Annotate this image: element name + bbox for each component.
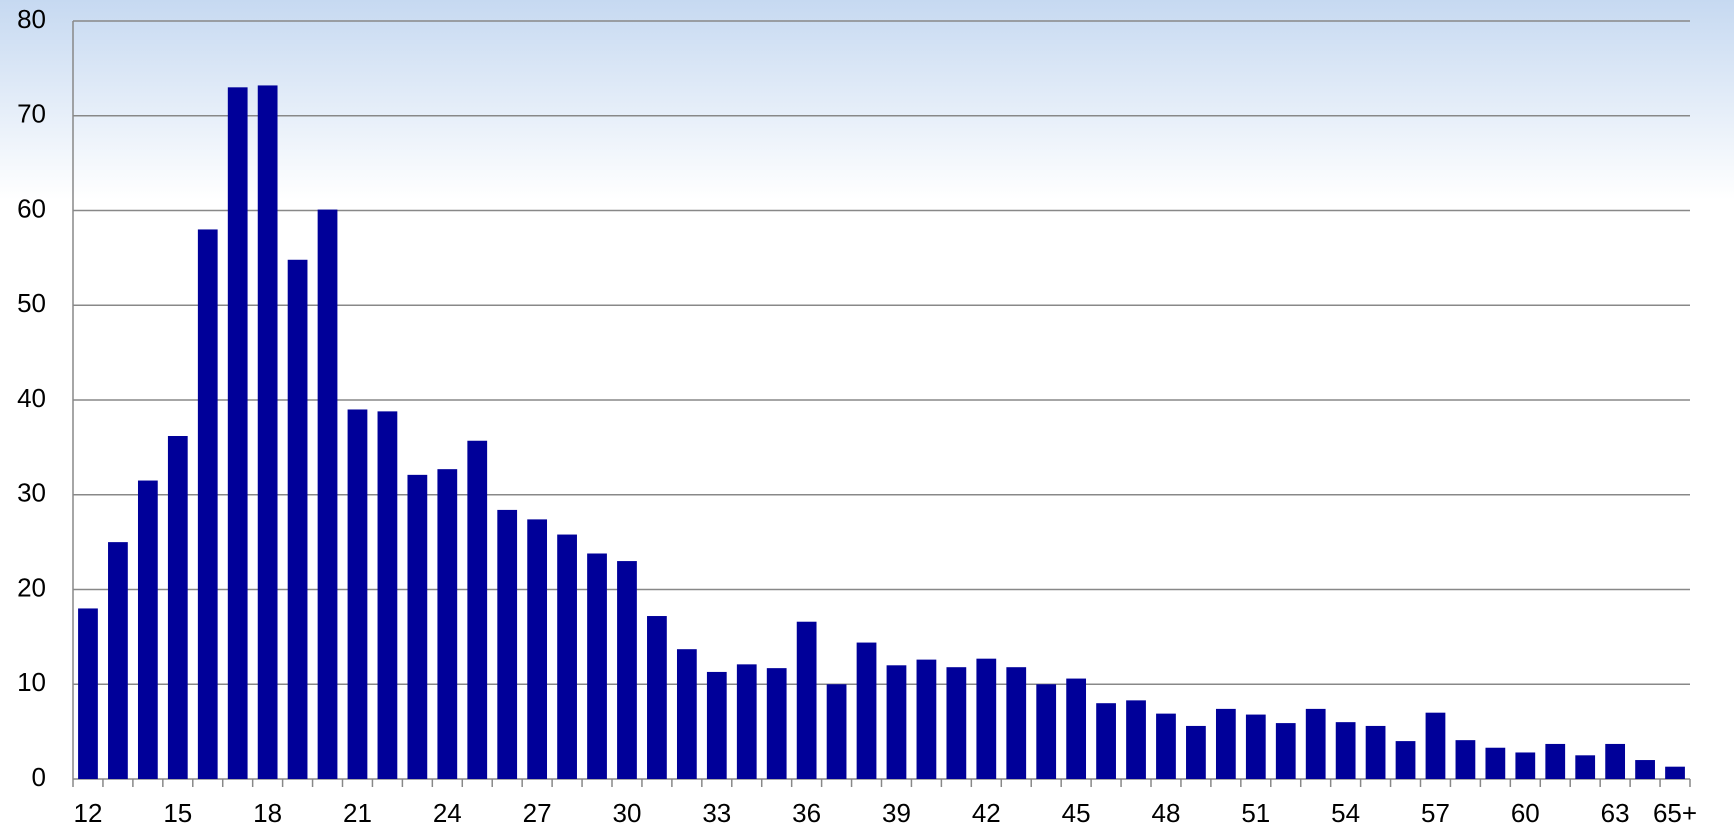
x-tick-label: 45 bbox=[1062, 798, 1091, 828]
bar bbox=[796, 621, 817, 779]
x-tick-label: 12 bbox=[74, 798, 103, 828]
x-tick-label: 65+ bbox=[1653, 798, 1697, 828]
bar bbox=[1545, 743, 1566, 779]
bar bbox=[1485, 747, 1506, 779]
y-tick-label: 80 bbox=[17, 4, 46, 34]
bar bbox=[826, 684, 847, 779]
bar bbox=[557, 534, 577, 779]
bar bbox=[766, 668, 787, 779]
bar bbox=[1575, 755, 1596, 779]
bar bbox=[287, 259, 308, 779]
bar bbox=[467, 440, 488, 779]
bar bbox=[1215, 708, 1236, 779]
bar bbox=[1156, 713, 1176, 779]
bar bbox=[1665, 766, 1685, 779]
y-tick-label: 70 bbox=[17, 99, 46, 129]
bar bbox=[1335, 722, 1356, 779]
x-tick-label: 48 bbox=[1152, 798, 1181, 828]
x-tick-label: 60 bbox=[1511, 798, 1540, 828]
bar bbox=[736, 664, 757, 779]
bar bbox=[1186, 725, 1206, 779]
bar bbox=[1455, 740, 1476, 779]
bar bbox=[227, 87, 248, 779]
x-tick-label: 15 bbox=[163, 798, 192, 828]
bar bbox=[1515, 752, 1536, 779]
x-tick-label: 42 bbox=[972, 798, 1001, 828]
bar bbox=[527, 519, 548, 779]
bar bbox=[1275, 723, 1296, 779]
bar bbox=[78, 608, 98, 779]
bar bbox=[676, 649, 697, 779]
y-tick-label: 30 bbox=[17, 478, 46, 508]
x-tick-label: 24 bbox=[433, 798, 462, 828]
bar bbox=[497, 509, 518, 779]
y-tick-label: 40 bbox=[17, 383, 46, 413]
bar bbox=[137, 480, 158, 779]
bar bbox=[1395, 741, 1416, 779]
bar bbox=[1245, 714, 1266, 779]
bar bbox=[1096, 703, 1116, 779]
bar bbox=[407, 474, 428, 779]
bar bbox=[587, 553, 607, 779]
bar bbox=[317, 209, 338, 780]
x-tick-label: 39 bbox=[882, 798, 911, 828]
bar bbox=[347, 409, 368, 779]
y-tick-label: 50 bbox=[17, 288, 46, 318]
x-tick-label: 51 bbox=[1241, 798, 1270, 828]
bar bbox=[1635, 760, 1655, 779]
bar bbox=[108, 542, 128, 779]
y-tick-label: 60 bbox=[17, 193, 46, 223]
bar bbox=[1126, 700, 1146, 779]
bar bbox=[1066, 678, 1087, 779]
x-tick-label: 30 bbox=[613, 798, 642, 828]
y-tick-label: 0 bbox=[32, 762, 46, 792]
x-tick-label: 57 bbox=[1421, 798, 1450, 828]
bar bbox=[976, 658, 997, 779]
bar bbox=[647, 616, 667, 779]
x-tick-label: 21 bbox=[343, 798, 372, 828]
bar bbox=[886, 665, 907, 779]
bar bbox=[1006, 667, 1027, 779]
bar bbox=[1425, 712, 1446, 779]
bar bbox=[377, 411, 398, 779]
bar bbox=[1605, 743, 1626, 779]
bar bbox=[856, 642, 877, 779]
bar bbox=[437, 469, 458, 779]
bar bbox=[1036, 684, 1057, 779]
x-tick-label: 27 bbox=[523, 798, 552, 828]
bar bbox=[167, 436, 188, 779]
x-tick-label: 54 bbox=[1331, 798, 1360, 828]
y-tick-label: 20 bbox=[17, 572, 46, 602]
bar bbox=[257, 85, 278, 780]
x-tick-label: 33 bbox=[702, 798, 731, 828]
x-tick-label: 18 bbox=[253, 798, 282, 828]
bar bbox=[197, 229, 218, 779]
x-tick-label: 63 bbox=[1601, 798, 1630, 828]
x-tick-label: 36 bbox=[792, 798, 821, 828]
bar bbox=[617, 561, 637, 779]
y-tick-label: 10 bbox=[17, 667, 46, 697]
bar bbox=[1365, 725, 1386, 779]
bar bbox=[916, 659, 937, 779]
bar bbox=[706, 671, 727, 779]
bar bbox=[946, 667, 967, 779]
bar bbox=[1305, 708, 1326, 779]
